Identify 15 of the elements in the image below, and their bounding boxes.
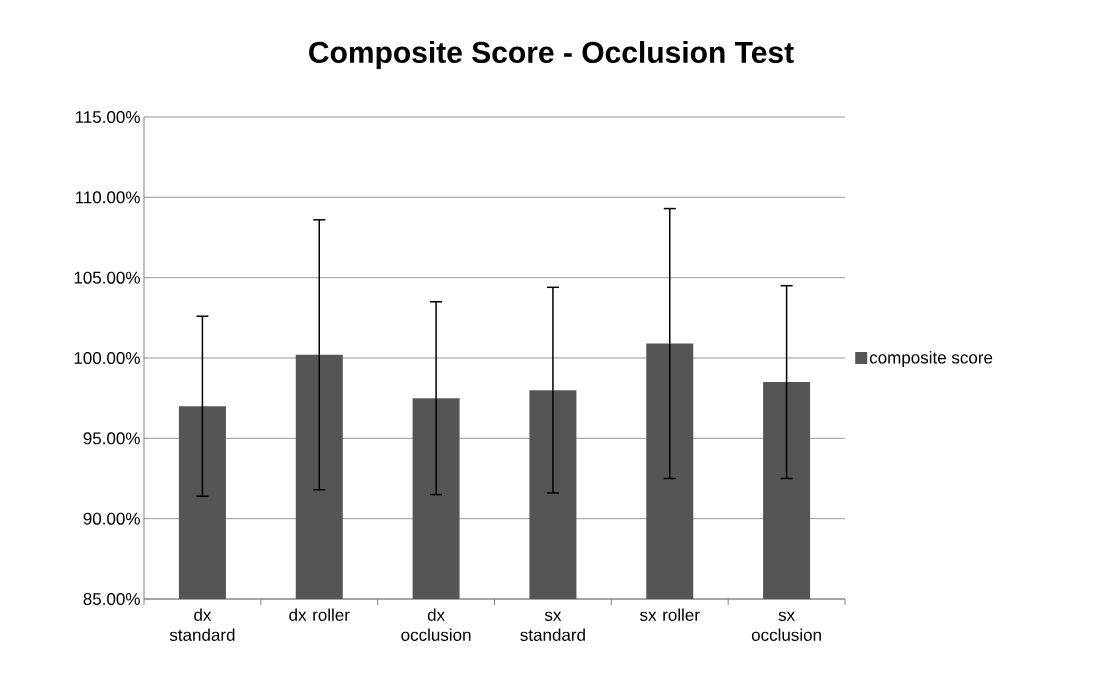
chart-title: Composite Score - Occlusion Test (309, 41, 794, 69)
x-tick-label: sx roller (640, 608, 700, 621)
legend-label: composite score (869, 351, 993, 367)
y-tick-label: 105.00% (74, 271, 140, 284)
x-tick-label: dx occlusion (401, 608, 471, 641)
y-tick-label: 115.00% (75, 110, 140, 124)
y-tick-label: 90.00% (83, 512, 140, 525)
y-tick-label: 100.00% (74, 351, 140, 365)
y-tick-label: 85.00% (83, 592, 140, 606)
x-tick-label: sx standard (520, 611, 585, 641)
y-tick-label: 110.00% (75, 191, 140, 204)
x-tick-label: sx occlusion (751, 611, 821, 641)
x-tick-label: dx roller (289, 608, 350, 621)
y-tick-label: 95.00% (83, 432, 140, 445)
x-tick-label: dx standard (169, 608, 235, 641)
